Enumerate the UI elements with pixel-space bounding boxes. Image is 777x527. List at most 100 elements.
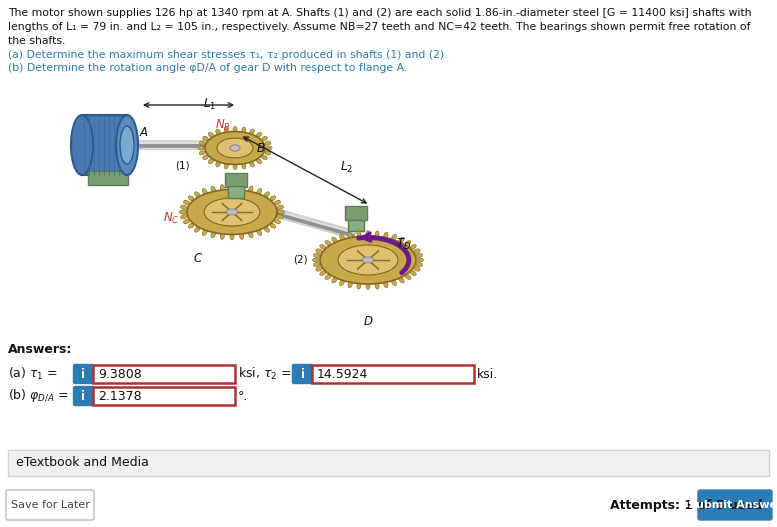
Ellipse shape [202,189,207,195]
Ellipse shape [71,115,93,175]
Ellipse shape [187,190,277,235]
FancyBboxPatch shape [8,450,769,476]
Ellipse shape [326,274,331,279]
Ellipse shape [384,232,388,239]
Text: B: B [257,142,265,155]
Ellipse shape [270,196,276,201]
Ellipse shape [230,184,234,191]
Ellipse shape [277,214,284,219]
Ellipse shape [199,151,205,155]
Ellipse shape [416,253,423,258]
Ellipse shape [179,210,186,214]
Text: Submit Answer: Submit Answer [688,500,777,510]
Ellipse shape [262,136,267,141]
Ellipse shape [194,227,200,232]
Ellipse shape [224,163,228,169]
Ellipse shape [413,249,420,253]
Ellipse shape [399,237,404,243]
Ellipse shape [375,282,379,289]
Text: (1): (1) [175,160,190,170]
FancyBboxPatch shape [6,490,94,520]
Text: The motor shown supplies 126 hp at 1340 rpm at A. Shafts (1) and (2) are each so: The motor shown supplies 126 hp at 1340 … [8,8,751,18]
Ellipse shape [340,235,344,241]
FancyBboxPatch shape [82,115,127,175]
Ellipse shape [392,279,396,286]
Ellipse shape [204,198,260,226]
Ellipse shape [116,115,138,175]
Ellipse shape [208,159,214,164]
Text: Attempts: 1 of 5 used: Attempts: 1 of 5 used [610,499,762,512]
Ellipse shape [211,231,215,238]
Ellipse shape [366,282,370,289]
Ellipse shape [242,127,246,133]
Ellipse shape [188,223,194,228]
Ellipse shape [216,161,221,167]
Ellipse shape [233,126,237,132]
Ellipse shape [226,209,238,215]
Text: Answers:: Answers: [8,343,72,356]
Ellipse shape [264,192,270,198]
Text: C: C [193,252,202,265]
Text: $T_D$: $T_D$ [396,237,411,252]
Ellipse shape [392,235,396,241]
Ellipse shape [183,219,190,223]
Ellipse shape [399,277,404,283]
Ellipse shape [120,126,134,164]
Text: (b) Determine the rotation angle φD/A of gear D with respect to flange A.: (b) Determine the rotation angle φD/A of… [8,63,407,73]
FancyBboxPatch shape [88,171,128,185]
Text: (a) Determine the maximum shear stresses τ₁, τ₂ produced in shafts (1) and (2).: (a) Determine the maximum shear stresses… [8,50,448,60]
Ellipse shape [357,282,361,289]
Ellipse shape [348,281,353,288]
Ellipse shape [208,132,214,138]
Ellipse shape [265,141,271,145]
Ellipse shape [416,262,423,267]
Ellipse shape [366,230,370,238]
Ellipse shape [320,270,326,276]
Ellipse shape [180,205,187,209]
Ellipse shape [256,159,262,164]
Ellipse shape [217,138,253,158]
Ellipse shape [249,231,253,238]
Ellipse shape [239,184,244,191]
Ellipse shape [332,277,337,283]
Ellipse shape [405,274,411,279]
Text: (2): (2) [293,255,308,265]
Ellipse shape [183,200,190,205]
Ellipse shape [180,214,187,219]
Text: lengths of L₁ = 79 in. and L₂ = 105 in., respectively. Assume NB=27 teeth and NC: lengths of L₁ = 79 in. and L₂ = 105 in.,… [8,22,751,32]
Ellipse shape [199,141,205,145]
Ellipse shape [320,236,416,284]
Ellipse shape [357,231,361,238]
Ellipse shape [348,232,353,239]
Ellipse shape [211,186,215,193]
Ellipse shape [256,189,262,195]
Ellipse shape [264,227,270,232]
Ellipse shape [266,146,272,150]
Ellipse shape [205,132,265,164]
Ellipse shape [409,245,416,249]
Text: $L_2$: $L_2$ [340,160,353,175]
Text: °.: °. [238,389,249,403]
Ellipse shape [221,184,225,191]
Ellipse shape [313,253,320,258]
Ellipse shape [203,155,208,160]
Text: (a) $\tau_1$ =: (a) $\tau_1$ = [8,366,58,382]
Ellipse shape [277,205,284,209]
Ellipse shape [262,155,267,160]
Ellipse shape [256,132,262,138]
FancyBboxPatch shape [348,220,364,231]
FancyBboxPatch shape [345,206,367,220]
Ellipse shape [256,229,262,236]
Text: ksi, $\tau_2$ =: ksi, $\tau_2$ = [238,366,292,382]
Ellipse shape [198,146,204,150]
Text: D: D [364,315,372,328]
Text: ksi.: ksi. [477,367,498,380]
Ellipse shape [313,262,320,267]
Text: $N_B$: $N_B$ [215,118,231,133]
Ellipse shape [274,200,280,205]
Ellipse shape [315,249,322,253]
Ellipse shape [230,145,240,151]
Ellipse shape [249,161,254,167]
Ellipse shape [194,192,200,198]
Ellipse shape [340,279,344,286]
